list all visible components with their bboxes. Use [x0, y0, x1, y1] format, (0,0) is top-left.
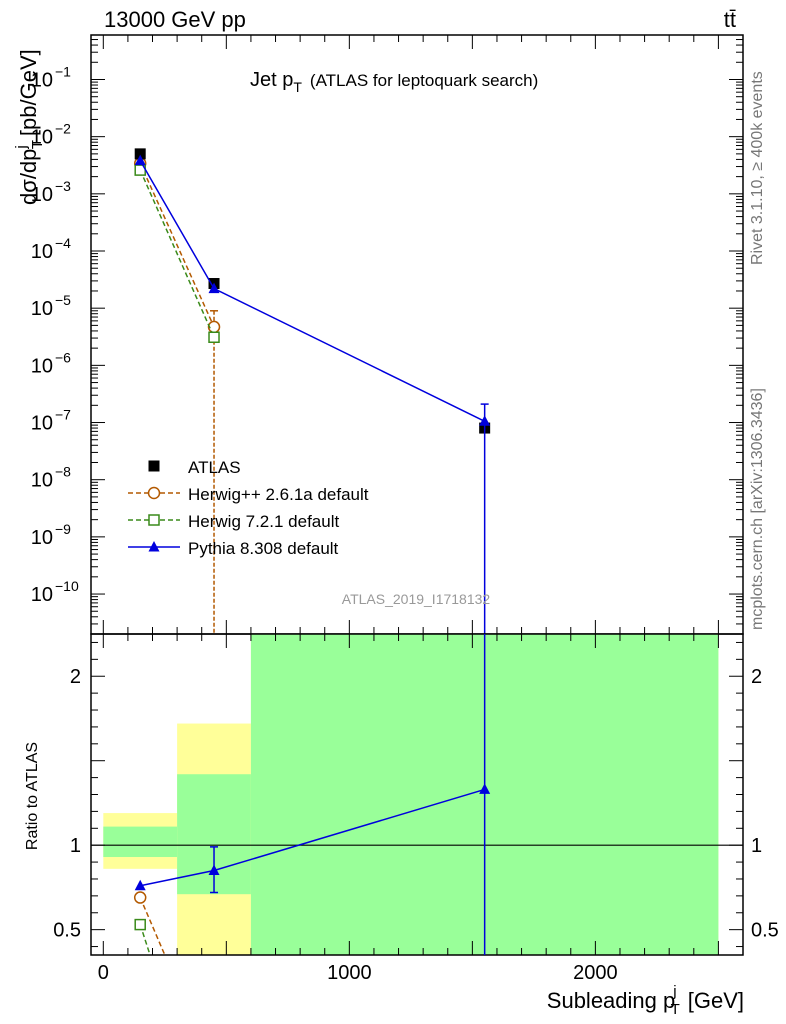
upper-ytick-label: 10 [31, 241, 53, 263]
pythia-line [139, 160, 485, 422]
ytick-base: 10 [31, 584, 53, 606]
legend-label: Pythia 8.308 default [188, 539, 339, 558]
legend-marker [148, 541, 160, 552]
ytick-base: 10 [31, 527, 53, 549]
upper-ytick-label: 10 [31, 184, 53, 206]
upper-ytick-exponent: −6 [55, 349, 71, 365]
herwigpp-line [139, 163, 215, 328]
upper-ytick-exponent: −1 [55, 63, 71, 79]
upper-ytick-exponent: −7 [55, 407, 71, 423]
band-green-0 [103, 826, 178, 858]
upper-ylabel: dσ/dpjT [pb/GeV] [13, 49, 46, 205]
title-main: Jet p [250, 69, 293, 91]
energy-label: 13000 GeV pp [104, 7, 246, 32]
upper-ytick-label: 10 [31, 584, 53, 606]
legend-marker [148, 514, 160, 526]
ylabel-sub: T [29, 140, 46, 149]
xlabel-sup: j [672, 983, 676, 1000]
atlas-point [134, 148, 146, 160]
ratio-pythia-point [479, 783, 491, 794]
mcplots-label: mcplots.cern.ch [arXiv:1306.3436] [749, 388, 766, 630]
upper-ytick-exponent: −10 [55, 578, 79, 594]
herwig7-point [208, 331, 220, 344]
upper-ytick-label: 10 [31, 127, 53, 149]
legend-marker [148, 460, 160, 472]
ratio-herwigpp-point [133, 891, 147, 904]
ylabel-sup: j [13, 145, 30, 149]
upper-panel: 10 −110 −210 −310 −410 −510 −610 −710 −810 −910 −1… [31, 34, 744, 635]
upper-ytick-label: 10 [31, 298, 53, 320]
ytick-base: 10 [31, 184, 53, 206]
herwig7-line [139, 169, 215, 338]
ytick-base: 10 [31, 241, 53, 263]
legend-marker [147, 486, 161, 500]
xlabel-main: Subleading p [547, 988, 675, 1013]
ratio-ytick-label-right: 1 [751, 835, 762, 857]
ratio-herwig7-line [139, 924, 151, 956]
ratio-panel: 0 1000 2000 0.5 0.5 1 1 2 2 [53, 633, 779, 984]
xlabel: Subleading pj T [GeV] [547, 983, 744, 1018]
ratio-pythia-point [134, 879, 146, 891]
upper-ytick-exponent: −3 [55, 178, 71, 194]
plot-title: Jet pT (ATLAS for leptoquark search) [250, 69, 538, 95]
pythia-point [208, 282, 220, 294]
ratio-xtick-label: 2000 [573, 962, 618, 984]
upper-ytick-exponent: −8 [55, 464, 71, 480]
rivet-label: Rivet 3.1.10, ≥ 400k events [749, 71, 766, 265]
upper-ytick-exponent: −4 [55, 235, 71, 251]
upper-ytick-exponent: −2 [55, 121, 71, 137]
xlabel-sub: T [671, 1001, 680, 1018]
ratio-ytick-label: 1 [70, 835, 81, 857]
ratio-ytick-label-right: 2 [751, 666, 762, 688]
legend-label: Herwig 7.2.1 default [188, 512, 339, 531]
title-sub: T [293, 79, 302, 95]
legend-label: ATLAS [188, 458, 241, 477]
upper-ytick-exponent: −9 [55, 521, 71, 537]
upper-ytick-label: 10 [31, 355, 53, 377]
upper-ytick-exponent: −5 [55, 292, 71, 308]
ratio-xtick-label: 0 [98, 962, 109, 984]
upper-ytick-label: 10 [31, 527, 53, 549]
ylabel-main: dσ/dp [16, 149, 41, 205]
ratio-ytick-label: 2 [70, 666, 81, 688]
upper-ytick-label: 10 [31, 69, 53, 91]
ytick-base: 10 [31, 127, 53, 149]
process-label: tt̄ [724, 7, 736, 32]
ratio-herwigpp-line [139, 897, 166, 956]
title-rest: (ATLAS for leptoquark search) [310, 71, 538, 90]
ratio-xtick-label: 1000 [327, 962, 372, 984]
pythia-point [479, 415, 491, 426]
analysis-watermark: ATLAS_2019_I1718132 [342, 591, 491, 607]
ytick-base: 10 [31, 413, 53, 435]
pythia-point [134, 154, 146, 166]
ytick-base: 10 [31, 298, 53, 320]
ratio-ytick-label-right: 0.5 [751, 920, 779, 942]
upper-ytick-label: 10 [31, 470, 53, 492]
upper-ytick-label: 10 [31, 413, 53, 435]
ytick-base: 10 [31, 470, 53, 492]
ratio-ylabel: Ratio to ATLAS [24, 742, 41, 850]
ytick-base: 10 [31, 69, 53, 91]
ytick-base: 10 [31, 355, 53, 377]
xlabel-rest: [GeV] [688, 988, 744, 1013]
ratio-ytick-label: 0.5 [53, 920, 81, 942]
ratio-pythia-point [208, 864, 220, 876]
ratio-herwig7-point [134, 918, 146, 931]
ylabel-rest: [pb/GeV] [16, 49, 41, 136]
legend-label: Herwig++ 2.6.1a default [188, 485, 369, 504]
